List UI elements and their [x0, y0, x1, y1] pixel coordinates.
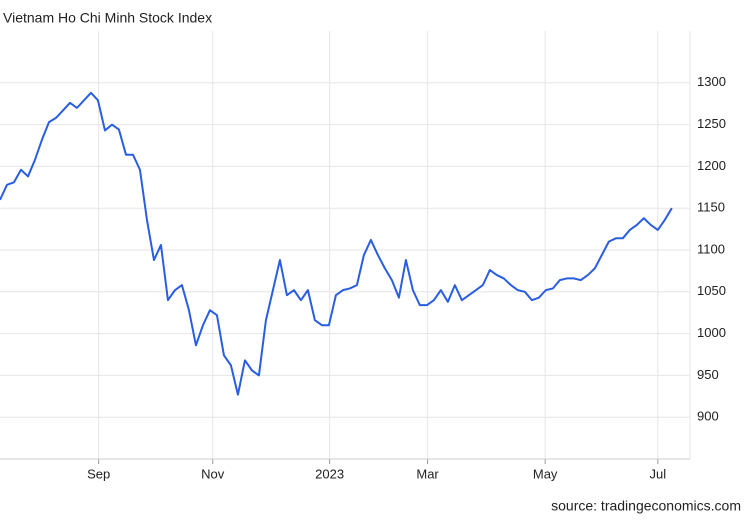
y-tick-label: 950 [697, 367, 719, 382]
x-tick-label: Sep [87, 466, 110, 481]
x-tick-label: Mar [416, 466, 439, 481]
y-tick-label: 1200 [697, 158, 726, 173]
y-tick-label: 1250 [697, 116, 726, 131]
y-tick-label: 1300 [697, 74, 726, 89]
x-tick-label: Nov [201, 466, 225, 481]
y-tick-label: 1150 [697, 200, 725, 215]
y-tick-label: 1050 [697, 283, 726, 298]
y-tick-label: 1100 [697, 241, 725, 256]
x-tick-label: 2023 [315, 466, 344, 481]
line-series [0, 91, 673, 396]
x-tick-label: May [533, 466, 558, 481]
y-tick-label: 900 [697, 409, 719, 424]
chart-title: Vietnam Ho Chi Minh Stock Index [3, 10, 212, 26]
y-tick-label: 1000 [697, 325, 726, 340]
x-tick-label: Jul [649, 466, 666, 481]
source: source: tradingeconomics.com [551, 498, 741, 514]
